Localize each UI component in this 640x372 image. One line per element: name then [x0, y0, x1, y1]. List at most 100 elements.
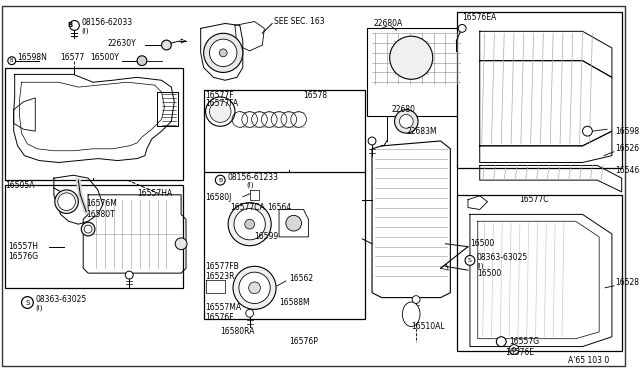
Text: (I): (I)	[81, 27, 89, 33]
Circle shape	[209, 101, 231, 122]
Text: 16500Y: 16500Y	[90, 53, 119, 62]
Bar	[204, 172, 365, 319]
Polygon shape	[235, 22, 264, 51]
Polygon shape	[250, 190, 259, 200]
Polygon shape	[201, 23, 243, 80]
Text: 16526: 16526	[615, 144, 639, 153]
Circle shape	[458, 25, 466, 32]
Polygon shape	[468, 196, 488, 209]
Polygon shape	[13, 98, 35, 131]
Text: 16500: 16500	[477, 269, 501, 278]
Text: 16557H: 16557H	[8, 242, 38, 251]
Circle shape	[368, 137, 376, 145]
Text: 16580T: 16580T	[86, 210, 115, 219]
Text: B: B	[9, 58, 12, 63]
Circle shape	[249, 282, 260, 294]
Text: SEE SEC. 163: SEE SEC. 163	[274, 17, 324, 26]
Text: 16576M: 16576M	[86, 199, 117, 208]
Text: 16577C: 16577C	[519, 195, 548, 204]
Text: 16505A: 16505A	[5, 180, 35, 189]
Polygon shape	[205, 280, 225, 293]
Circle shape	[204, 33, 243, 73]
Circle shape	[22, 296, 33, 308]
Circle shape	[465, 256, 475, 265]
Text: (I): (I)	[477, 262, 484, 269]
Polygon shape	[13, 74, 174, 163]
Text: 16528: 16528	[615, 278, 639, 288]
Circle shape	[125, 271, 133, 279]
Polygon shape	[478, 221, 599, 339]
Polygon shape	[83, 195, 186, 273]
Text: 16557MA: 16557MA	[205, 303, 242, 312]
Polygon shape	[372, 141, 451, 298]
Polygon shape	[480, 31, 612, 77]
Polygon shape	[279, 209, 308, 237]
Text: 16577FA: 16577FA	[205, 99, 239, 108]
Text: 16578: 16578	[303, 92, 328, 100]
Bar	[5, 68, 183, 180]
Circle shape	[209, 39, 237, 67]
Circle shape	[399, 115, 413, 128]
Text: 16580J: 16580J	[205, 193, 232, 202]
Circle shape	[509, 344, 519, 355]
Circle shape	[161, 40, 172, 50]
Text: 22630Y: 22630Y	[108, 39, 136, 48]
Circle shape	[582, 126, 593, 136]
Text: 22680: 22680	[392, 105, 415, 114]
Text: 16576G: 16576G	[8, 252, 38, 261]
Text: 16576P: 16576P	[289, 337, 317, 346]
Text: 16598N: 16598N	[18, 53, 47, 62]
Text: 08156-61233: 08156-61233	[227, 173, 278, 182]
Circle shape	[390, 36, 433, 79]
Text: 16580RA: 16580RA	[220, 327, 255, 336]
Text: 16510AL: 16510AL	[411, 323, 445, 331]
Circle shape	[394, 110, 418, 133]
Circle shape	[246, 310, 253, 317]
Ellipse shape	[403, 302, 420, 327]
Circle shape	[228, 203, 271, 246]
Circle shape	[244, 219, 255, 229]
Circle shape	[497, 337, 506, 347]
Text: 16577FB: 16577FB	[205, 262, 239, 271]
Text: 16500: 16500	[470, 239, 494, 248]
Text: 16577CA: 16577CA	[230, 203, 265, 212]
Circle shape	[137, 56, 147, 65]
Polygon shape	[480, 61, 612, 146]
Circle shape	[220, 49, 227, 57]
Text: 16576F: 16576F	[205, 313, 234, 322]
Circle shape	[70, 20, 79, 31]
Circle shape	[216, 175, 225, 185]
Polygon shape	[157, 92, 178, 126]
Circle shape	[239, 272, 270, 304]
Text: 16598: 16598	[615, 127, 639, 136]
Text: S: S	[25, 299, 29, 305]
Circle shape	[233, 266, 276, 310]
Circle shape	[175, 238, 187, 250]
Bar	[367, 28, 465, 116]
Polygon shape	[480, 131, 612, 163]
Circle shape	[84, 225, 92, 233]
Bar	[204, 90, 365, 173]
Polygon shape	[440, 264, 449, 270]
Text: 16564: 16564	[268, 203, 292, 212]
Circle shape	[55, 190, 78, 214]
Text: 16577F: 16577F	[205, 92, 234, 100]
Text: 08156-62033: 08156-62033	[81, 18, 132, 27]
Bar	[457, 195, 621, 352]
Circle shape	[205, 97, 235, 126]
Text: 16599: 16599	[255, 232, 279, 241]
Bar	[5, 185, 183, 288]
Text: B: B	[218, 177, 223, 183]
Text: (I): (I)	[35, 304, 43, 311]
Circle shape	[58, 193, 76, 211]
Polygon shape	[480, 166, 621, 192]
Circle shape	[412, 296, 420, 304]
Circle shape	[8, 57, 15, 65]
Text: 16562: 16562	[289, 273, 313, 282]
Text: 16588M: 16588M	[279, 298, 310, 307]
Text: 16557G: 16557G	[509, 337, 540, 346]
Text: 16546: 16546	[615, 166, 639, 175]
Bar	[457, 12, 621, 169]
Polygon shape	[54, 175, 103, 224]
Text: 08363-63025: 08363-63025	[477, 253, 528, 262]
